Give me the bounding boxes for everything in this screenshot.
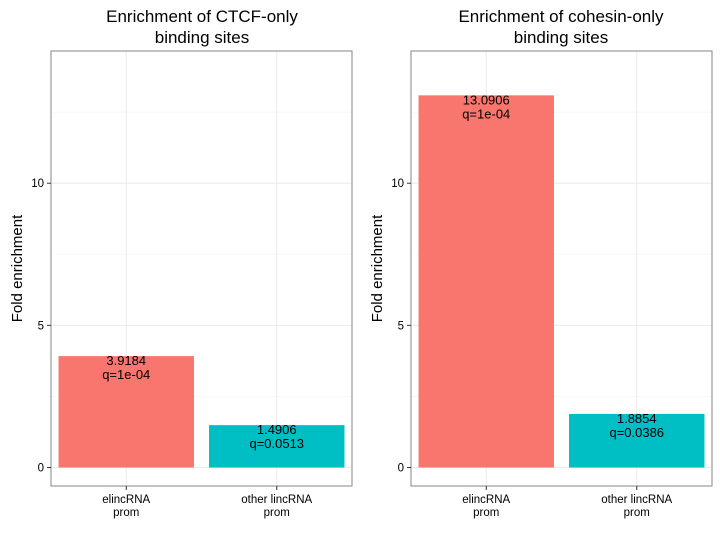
y-tick-label: 10 [31,178,44,190]
bar-1 [58,356,194,468]
bar-2 [569,413,705,468]
plot-frame [410,50,713,487]
y-axis-label: Fold enrichment [369,214,386,322]
y-tick-label: 10 [391,178,404,190]
plot-frame [50,50,353,487]
chart-panel-2: 13.0906 q=1e-04 1.8854 q=0.0386 0 5 10 elincRNA… [369,7,713,519]
chart-panel-1: 3.9184 q=1e-04 1.4906 q=0.0513 0 5 10 elincRNA p… [9,7,353,519]
bar-2 [209,425,345,468]
bar-data-label: 1.4906 q=0.0513 [249,422,304,451]
y-tick-label: 5 [38,320,44,332]
x-tick-label: other lincRNA prom [241,494,312,519]
chart-title: Enrichment of CTCF-only binding sites [106,7,298,47]
bar-data-label: 1.8854 q=0.0386 [609,411,664,440]
y-tick-label: 0 [398,463,404,475]
x-tick-label: elincRNA prom [102,494,150,519]
y-tick-label: 5 [398,320,404,332]
x-tick-label: other lincRNA prom [601,494,672,519]
y-tick-label: 0 [38,463,44,475]
chart-title: Enrichment of cohesin-only binding sites [458,7,664,47]
bar-data-label: 13.0906 q=1e-04 [462,92,510,121]
bar-data-label: 3.9184 q=1e-04 [102,353,150,382]
y-axis-label: Fold enrichment [9,214,26,322]
x-tick-label: elincRNA prom [462,494,510,519]
bar-1 [418,95,554,468]
